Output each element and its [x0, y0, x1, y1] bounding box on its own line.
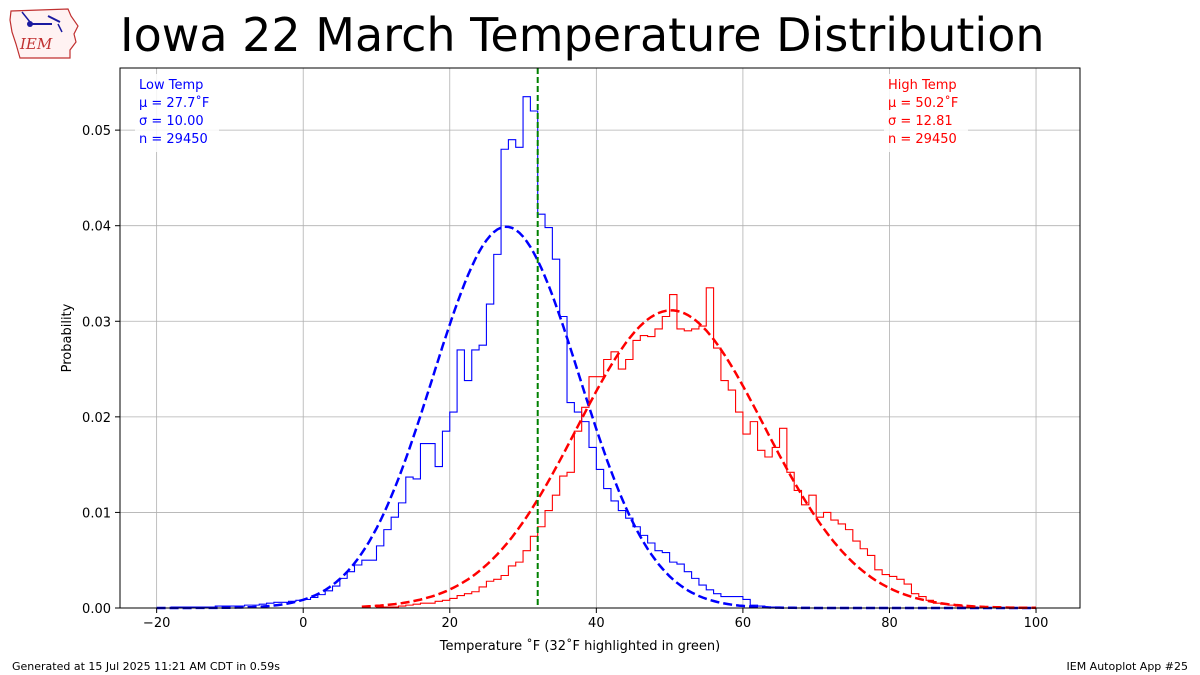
x-tick-label: 60	[735, 616, 752, 631]
y-tick-label: 0.04	[82, 220, 111, 235]
high-annotation-line: σ = 12.81	[888, 114, 953, 129]
low-annotation-line: n = 29450	[139, 132, 208, 147]
page-title: Iowa 22 March Temperature Distribution	[120, 8, 1045, 62]
iem-logo: IEM	[8, 4, 82, 60]
axes: −20 0 20 40 60 80 100 0.00 0.01 0.02 0.03 0.04 0.05 T…	[60, 67, 1081, 654]
x-tick-label: 40	[588, 616, 605, 631]
high-annotation-line: μ = 50.2˚F	[888, 95, 958, 111]
y-axis-label: Probability	[60, 303, 75, 372]
iowa-map-icon: IEM	[9, 8, 79, 59]
x-tick-label: 20	[441, 616, 458, 631]
annotations: Low Temp μ = 27.7˚F σ = 10.00 n = 29450 High…	[135, 74, 968, 152]
x-axis-label: Temperature ˚F (32˚F highlighted in gree…	[439, 638, 720, 654]
app-identifier: IEM Autoplot App #25	[1066, 660, 1189, 673]
high-annotation-box	[884, 74, 968, 152]
high-annotation-line: High Temp	[888, 78, 957, 93]
logo-text: IEM	[19, 35, 53, 53]
plot-frame	[119, 67, 1081, 609]
y-tick-label: 0.01	[82, 506, 111, 521]
generated-timestamp: Generated at 15 Jul 2025 11:21 AM CDT in…	[12, 660, 280, 673]
low-temp-normal-curve	[156, 225, 1036, 610]
y-tick-label: 0.03	[82, 315, 111, 330]
low-annotation-line: μ = 27.7˚F	[139, 95, 209, 111]
high-temp-normal-curve	[361, 309, 1036, 610]
y-tick-label: 0.05	[82, 124, 111, 139]
low-annotation-line: σ = 10.00	[139, 114, 204, 129]
y-tick-label: 0.00	[82, 602, 111, 617]
x-tick-label: 100	[1024, 616, 1049, 631]
low-annotation-box	[135, 74, 219, 152]
low-temp-histogram	[156, 96, 824, 609]
x-tick-label: 0	[299, 616, 307, 631]
y-tick-label: 0.02	[82, 411, 111, 426]
x-tick-label: −20	[143, 616, 170, 631]
low-annotation-line: Low Temp	[139, 78, 203, 93]
histograms	[156, 96, 1000, 609]
x-tick-label: 80	[881, 616, 898, 631]
high-annotation-line: n = 29450	[888, 132, 957, 147]
high-temp-histogram	[361, 287, 1000, 609]
fit-curves	[156, 225, 1036, 610]
